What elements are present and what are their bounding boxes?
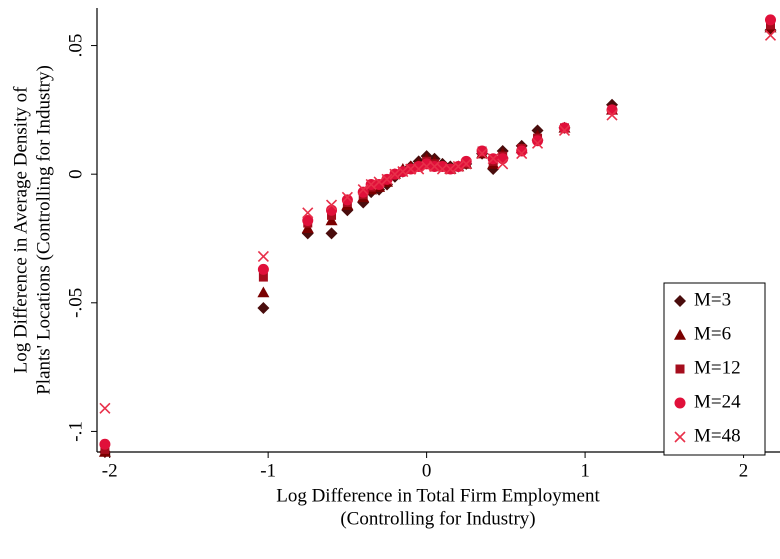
legend-marker [674, 329, 686, 340]
point [487, 153, 499, 165]
point [476, 145, 488, 157]
point [326, 204, 338, 216]
point [357, 186, 369, 198]
point [257, 286, 270, 298]
legend-label: M=12 [694, 357, 741, 378]
point [532, 135, 544, 147]
point [302, 214, 314, 226]
point [476, 148, 488, 160]
x-tick-label: 0 [422, 460, 432, 481]
legend-label: M=24 [694, 391, 741, 412]
point [497, 158, 509, 170]
point [764, 14, 776, 26]
point [421, 160, 433, 173]
point [257, 301, 270, 314]
y-axis-title: Plants' Locations (Controlling for Indus… [33, 65, 54, 395]
point [301, 222, 314, 233]
x-axis-title: Log Difference in Total Firm Employment [276, 485, 600, 506]
legend-marker [675, 364, 685, 374]
legend-marker [674, 431, 686, 443]
point [325, 214, 338, 226]
point [497, 153, 509, 165]
point [257, 263, 269, 275]
point [365, 178, 377, 191]
point [460, 158, 472, 170]
point [764, 29, 777, 41]
point [428, 160, 441, 173]
point [436, 163, 449, 175]
point [397, 166, 409, 178]
legend-marker [674, 397, 686, 409]
point [302, 207, 314, 219]
x-tick-label: -2 [102, 460, 118, 481]
y-tick-label: -.1 [65, 421, 86, 442]
point [258, 272, 268, 282]
point [606, 109, 618, 121]
point [531, 137, 544, 149]
legend-label: M=3 [694, 289, 731, 310]
point [381, 173, 393, 185]
legend: M=3 M=6 M=12 M=24 M=48 [663, 282, 766, 456]
point [413, 163, 425, 175]
point [341, 194, 353, 206]
x-tick-label: 1 [580, 460, 590, 481]
point [444, 163, 456, 175]
point [357, 184, 369, 196]
point [558, 124, 571, 137]
point [99, 402, 111, 414]
point [341, 191, 353, 203]
y-axis-title: Log Difference in Average Density of [10, 86, 31, 374]
point [558, 122, 570, 134]
point [516, 148, 528, 160]
point [405, 163, 417, 175]
point [325, 227, 338, 240]
legend-label: M=48 [694, 425, 741, 446]
y-tick-label: .05 [65, 34, 86, 58]
point [99, 438, 111, 450]
point [516, 145, 528, 157]
point [257, 250, 269, 263]
point [389, 168, 401, 180]
y-tick-label: 0 [65, 169, 86, 179]
point [373, 176, 385, 188]
x-tick-label: -1 [260, 460, 276, 481]
legend-marker [674, 295, 686, 307]
x-tick-label: 2 [739, 460, 749, 481]
point [373, 178, 385, 190]
point [460, 155, 472, 167]
x-axis-title: (Controlling for Industry) [340, 508, 535, 529]
legend-label: M=6 [694, 323, 731, 344]
point [606, 104, 618, 116]
point [325, 199, 338, 211]
y-tick-label: -.05 [65, 288, 86, 318]
point [452, 160, 464, 173]
